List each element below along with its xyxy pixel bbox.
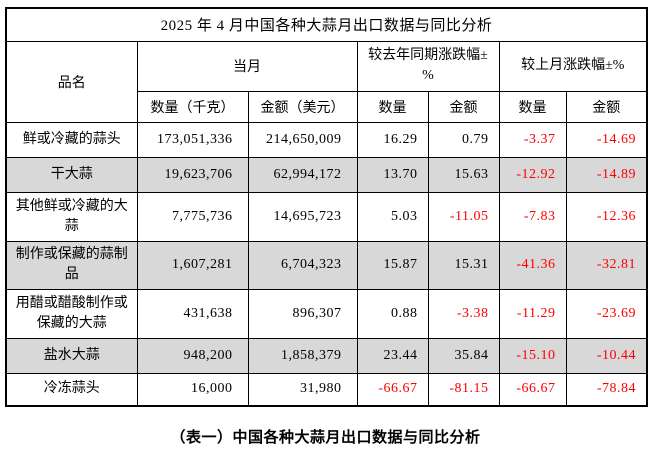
yoy-qty-pct: 15.87 (356, 240, 429, 290)
product-name: 干大蒜 (5, 156, 138, 193)
table-row: 干大蒜 19,623,706 62,994,172 13.70 15.63 -1… (5, 156, 648, 193)
amt-value: 14,695,723 (247, 191, 358, 242)
product-name: 制作或保藏的蒜制品 (5, 240, 138, 290)
table-row: 其他鲜或冷藏的大蒜 7,775,736 14,695,723 5.03 -11.… (5, 191, 648, 242)
yoy-amt-pct: 35.84 (427, 337, 500, 374)
mom-amt-pct: -32.81 (565, 240, 648, 290)
yoy-amt-pct: 0.79 (427, 121, 500, 158)
yoy-amt-pct: -81.15 (427, 372, 500, 407)
qty-value: 1,607,281 (136, 240, 249, 290)
yoy-qty-pct: -66.67 (356, 372, 429, 407)
header-mom-change: 较上月涨跌幅±% (498, 40, 648, 92)
amt-value: 1,858,379 (247, 337, 358, 374)
header-yoy-amt: 金额 (427, 90, 500, 123)
header-product: 品名 (5, 40, 138, 123)
qty-value: 948,200 (136, 337, 249, 374)
product-name: 用醋或醋酸制作或保藏的大蒜 (5, 288, 138, 339)
mom-qty-pct: -66.67 (498, 372, 567, 407)
yoy-qty-pct: 16.29 (356, 121, 429, 158)
table-title-row: 2025 年 4 月中国各种大蒜月出口数据与同比分析 (5, 7, 648, 42)
mom-amt-pct: -10.44 (565, 337, 648, 374)
qty-value: 19,623,706 (136, 156, 249, 193)
mom-amt-pct: -23.69 (565, 288, 648, 339)
table-row: 用醋或醋酸制作或保藏的大蒜 431,638 896,307 0.88 -3.38… (5, 288, 648, 339)
mom-qty-pct: -7.83 (498, 191, 567, 242)
mom-amt-pct: -14.69 (565, 121, 648, 158)
mom-amt-pct: -14.89 (565, 156, 648, 193)
table-body: 鲜或冷藏的蒜头 173,051,336 214,650,009 16.29 0.… (5, 121, 648, 407)
yoy-qty-pct: 13.70 (356, 156, 429, 193)
mom-qty-pct: -11.29 (498, 288, 567, 339)
header-row-subcolumns: 数量（千克） 金额（美元） 数量 金额 数量 金额 (6, 90, 648, 123)
table-title: 2025 年 4 月中国各种大蒜月出口数据与同比分析 (5, 7, 648, 42)
product-name: 冷冻蒜头 (5, 372, 138, 407)
header-yoy-change: 较去年同期涨跌幅±% (356, 40, 500, 92)
yoy-qty-pct: 0.88 (356, 288, 429, 339)
yoy-amt-pct: 15.31 (427, 240, 500, 290)
header-amt-usd: 金额（美元） (247, 90, 358, 123)
yoy-amt-pct: -11.05 (427, 191, 500, 242)
table-caption: （表一）中国各种大蒜月出口数据与同比分析 (170, 429, 481, 446)
mom-amt-pct: -12.36 (565, 191, 648, 242)
yoy-amt-pct: -3.38 (427, 288, 500, 339)
header-mom-qty: 数量 (498, 90, 567, 123)
yoy-amt-pct: 15.63 (427, 156, 500, 193)
mom-qty-pct: -41.36 (498, 240, 567, 290)
yoy-qty-pct: 5.03 (356, 191, 429, 242)
table-row: 鲜或冷藏的蒜头 173,051,336 214,650,009 16.29 0.… (5, 121, 648, 158)
yoy-qty-pct: 23.44 (356, 337, 429, 374)
header-qty-kg: 数量（千克） (136, 90, 249, 123)
qty-value: 7,775,736 (136, 191, 249, 242)
amt-value: 6,704,323 (247, 240, 358, 290)
product-name: 盐水大蒜 (5, 337, 138, 374)
table-row: 制作或保藏的蒜制品 1,607,281 6,704,323 15.87 15.3… (5, 240, 648, 290)
qty-value: 16,000 (136, 372, 249, 407)
amt-value: 214,650,009 (247, 121, 358, 158)
header-row-groups: 品名 当月 较去年同期涨跌幅±% 较上月涨跌幅±% (5, 40, 648, 123)
amt-value: 31,980 (247, 372, 358, 407)
product-name: 其他鲜或冷藏的大蒜 (5, 191, 138, 242)
qty-value: 173,051,336 (136, 121, 249, 158)
product-name: 鲜或冷藏的蒜头 (5, 121, 138, 158)
mom-qty-pct: -3.37 (498, 121, 567, 158)
header-yoy-qty: 数量 (356, 90, 429, 123)
header-current-month: 当月 (136, 40, 358, 92)
mom-qty-pct: -12.92 (498, 156, 567, 193)
header-mom-amt: 金额 (565, 90, 648, 123)
qty-value: 431,638 (136, 288, 249, 339)
garlic-export-table: 2025 年 4 月中国各种大蒜月出口数据与同比分析 品名 当月 较去年同期涨跌… (5, 7, 649, 407)
table-row: 盐水大蒜 948,200 1,858,379 23.44 35.84 -15.1… (5, 337, 648, 374)
mom-amt-pct: -78.84 (565, 372, 648, 407)
amt-value: 896,307 (247, 288, 358, 339)
table-row: 冷冻蒜头 16,000 31,980 -66.67 -81.15 -66.67 … (5, 372, 648, 407)
mom-qty-pct: -15.10 (498, 337, 567, 374)
amt-value: 62,994,172 (247, 156, 358, 193)
